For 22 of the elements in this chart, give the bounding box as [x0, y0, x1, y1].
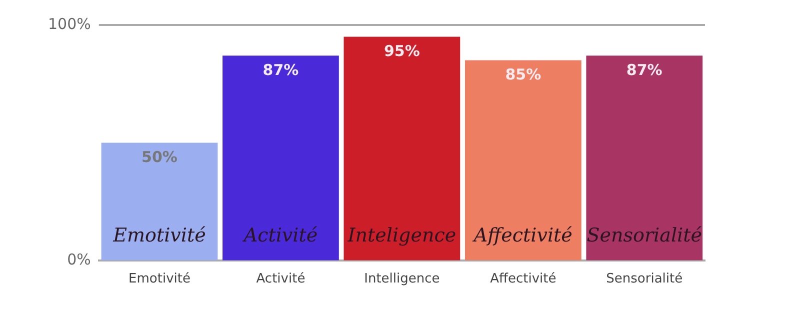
annotation: Inteligence	[346, 224, 456, 246]
bar	[586, 56, 703, 260]
y-tick-label: 0%	[67, 250, 91, 268]
annotation: Sensorialité	[586, 224, 702, 246]
y-tick-label: 100%	[48, 14, 91, 33]
bar	[222, 56, 339, 260]
data-label: 87%	[262, 60, 299, 79]
x-tick-label: Emotivité	[128, 272, 190, 287]
annotation: Affectivité	[472, 224, 572, 246]
bar	[344, 36, 460, 260]
annotation: Emotivité	[112, 224, 206, 246]
data-label: 50%	[142, 148, 178, 166]
x-tick-label: Intelligence	[364, 272, 440, 287]
bar	[101, 142, 218, 260]
x-tick-label: Activité	[256, 272, 306, 287]
data-label: 87%	[626, 60, 662, 79]
data-label: 85%	[505, 66, 542, 84]
x-tick-label: Sensorialité	[606, 272, 683, 287]
x-tick-label: Affectivité	[490, 272, 556, 287]
annotation: Activité	[242, 224, 318, 246]
data-label: 95%	[384, 42, 420, 60]
bar	[464, 60, 582, 260]
